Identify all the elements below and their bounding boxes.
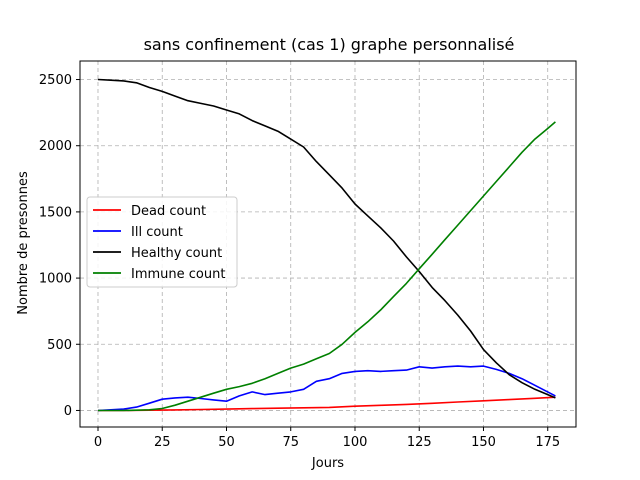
y-tick-label: 0 (64, 404, 72, 419)
x-axis-ticks: 0 25 50 75 100 125 150 175 (94, 427, 560, 450)
legend: Dead count Ill count Healthy count Immune c… (86, 196, 238, 288)
chart-title: sans confinement (cas 1) graphe personna… (144, 35, 515, 54)
y-tick-label: 2000 (39, 139, 72, 154)
legend-label-immune-count: Immune count (131, 267, 225, 282)
y-tick-label: 2500 (39, 73, 72, 88)
x-tick-label: 0 (94, 435, 102, 450)
x-tick-label: 125 (407, 435, 432, 450)
legend-box (86, 196, 238, 288)
y-tick-label: 500 (47, 338, 72, 353)
x-axis-label: Jours (311, 456, 344, 471)
x-tick-label: 175 (535, 435, 560, 450)
y-axis-ticks: 0 500 1000 1500 2000 2500 (39, 73, 80, 419)
plot-frame (79, 60, 577, 428)
plot-series (97, 78, 556, 412)
y-axis-label: Nombre de presonnes (16, 171, 31, 315)
series-line-healthy-count (97, 78, 556, 399)
x-tick-label: 25 (154, 435, 171, 450)
series-line-ill-count (97, 365, 556, 412)
series-line-dead-count (98, 396, 556, 412)
y-tick-label: 1000 (39, 272, 72, 287)
legend-label-healthy-count: Healthy count (131, 246, 222, 261)
legend-label-dead-count: Dead count (131, 204, 206, 219)
x-tick-label: 75 (282, 435, 299, 450)
x-tick-label: 150 (471, 435, 496, 450)
series-line-immune-count (98, 121, 556, 412)
x-tick-label: 100 (343, 435, 368, 450)
legend-label-ill-count: Ill count (131, 225, 183, 240)
x-tick-label: 50 (218, 435, 235, 450)
y-tick-label: 1500 (39, 205, 72, 220)
